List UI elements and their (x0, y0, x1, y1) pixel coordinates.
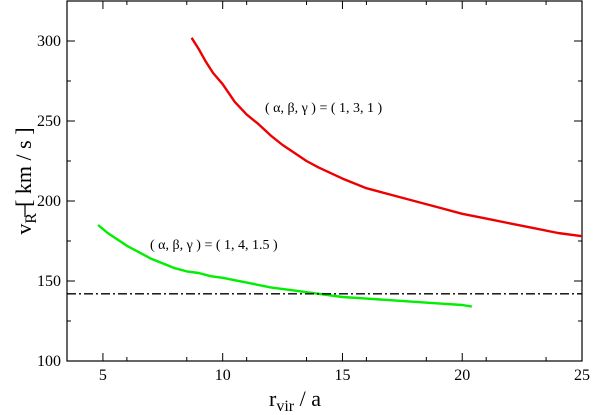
x-tick-label: 20 (454, 367, 470, 384)
x-axis-label-rest: / a (294, 386, 321, 411)
x-tick-label: 5 (99, 367, 107, 384)
x-axis-label: rvir / a (269, 386, 321, 415)
x-axis-label-sub: vir (276, 398, 294, 415)
y-tick-label: 200 (37, 193, 61, 210)
x-tick-label: 15 (334, 367, 350, 384)
x-tick-label: 10 (215, 367, 231, 384)
axis-ticks: 5 10 15 20 25 100 150 200 250 300 (37, 0, 590, 384)
annotation-series-2: ( α, β, γ ) = ( 1, 4, 1.5 ) (150, 238, 278, 253)
series-line-1 (190, 37, 583, 238)
annotation-series-1: ( α, β, γ ) = ( 1, 3, 1 ) (265, 101, 383, 116)
y-tick-label: 150 (37, 273, 61, 290)
plot-frame (66, 0, 583, 362)
series-line-2 (97, 224, 472, 308)
x-tick-label: 25 (574, 367, 590, 384)
y-axis-label-sub: R (23, 213, 40, 224)
svg-text:vR[ km / s ]: vR [ km / s ] (11, 127, 40, 234)
y-axis-label: vR [ km / s ] (11, 127, 40, 234)
y-tick-label: 100 (37, 353, 61, 370)
series-layer (67, 37, 583, 308)
y-axis-label-rest: [ km / s ] (11, 127, 36, 206)
x-axis-label-main: r (269, 386, 277, 411)
y-tick-label: 250 (37, 113, 61, 130)
y-tick-label: 300 (37, 33, 61, 50)
y-axis-label-symbol: v (11, 224, 36, 235)
